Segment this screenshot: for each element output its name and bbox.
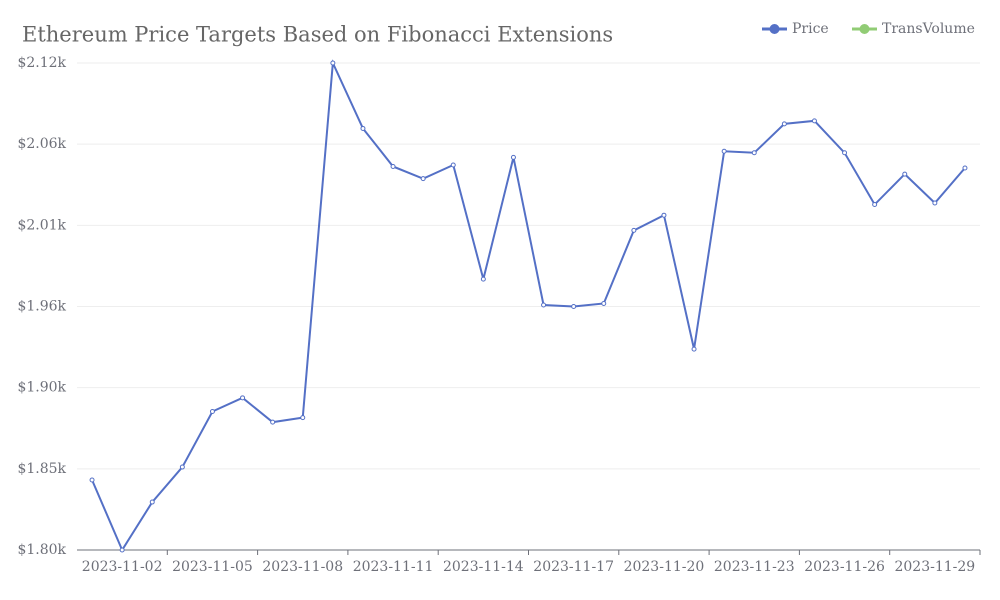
x-tick-label: 2023-11-08 [262,559,343,575]
point [390,163,396,169]
line [91,59,966,553]
point [89,477,95,483]
x-tick-label: 2023-11-02 [82,559,163,575]
x-tick-label: 2023-11-14 [443,559,524,575]
point [270,419,276,425]
y-tick-label: $1.90k [17,380,66,396]
point [240,395,246,401]
x-tick-label: 2023-11-11 [353,559,434,575]
point [872,202,878,208]
y-tick-label: $1.85k [17,461,66,477]
y-tick-label: $2.12k [17,55,66,71]
point [902,171,908,177]
y-tick-label: $2.06k [17,136,66,152]
point [480,276,486,282]
x-tick-label: 2023-11-05 [172,559,253,575]
point [420,176,426,182]
point [811,118,817,124]
point [119,547,125,553]
y-tick-label: $2.01k [17,217,66,233]
point [601,300,607,306]
point [179,464,185,470]
chart-title: Ethereum Price Targets Based on Fibonacc… [22,23,613,47]
point [631,227,637,233]
point [842,150,848,156]
x-tick-label: 2023-11-26 [804,559,885,575]
legend-swatch [769,24,780,34]
point [962,165,968,171]
y-tick-label: $1.96k [17,299,66,315]
point [149,499,155,505]
legend-swatch [859,24,870,34]
point [781,121,787,127]
point [932,200,938,206]
x-tick-label: 2023-11-20 [624,559,705,575]
x-tick-label: 2023-11-17 [533,559,614,575]
point [450,162,456,168]
point [721,148,727,154]
point [691,346,697,352]
point [300,415,306,421]
point [751,150,757,156]
x-tick-label: 2023-11-23 [714,559,795,575]
point [209,409,215,415]
legend-label: Price [792,21,829,37]
point [571,304,577,309]
point [360,125,366,131]
y-tick-label: $1.80k [17,542,66,558]
point [661,212,667,218]
point [510,154,516,160]
x-tick-label: 2023-11-29 [894,559,975,575]
legend-label: TransVolume [882,21,975,37]
point [541,302,547,308]
point [330,60,336,66]
